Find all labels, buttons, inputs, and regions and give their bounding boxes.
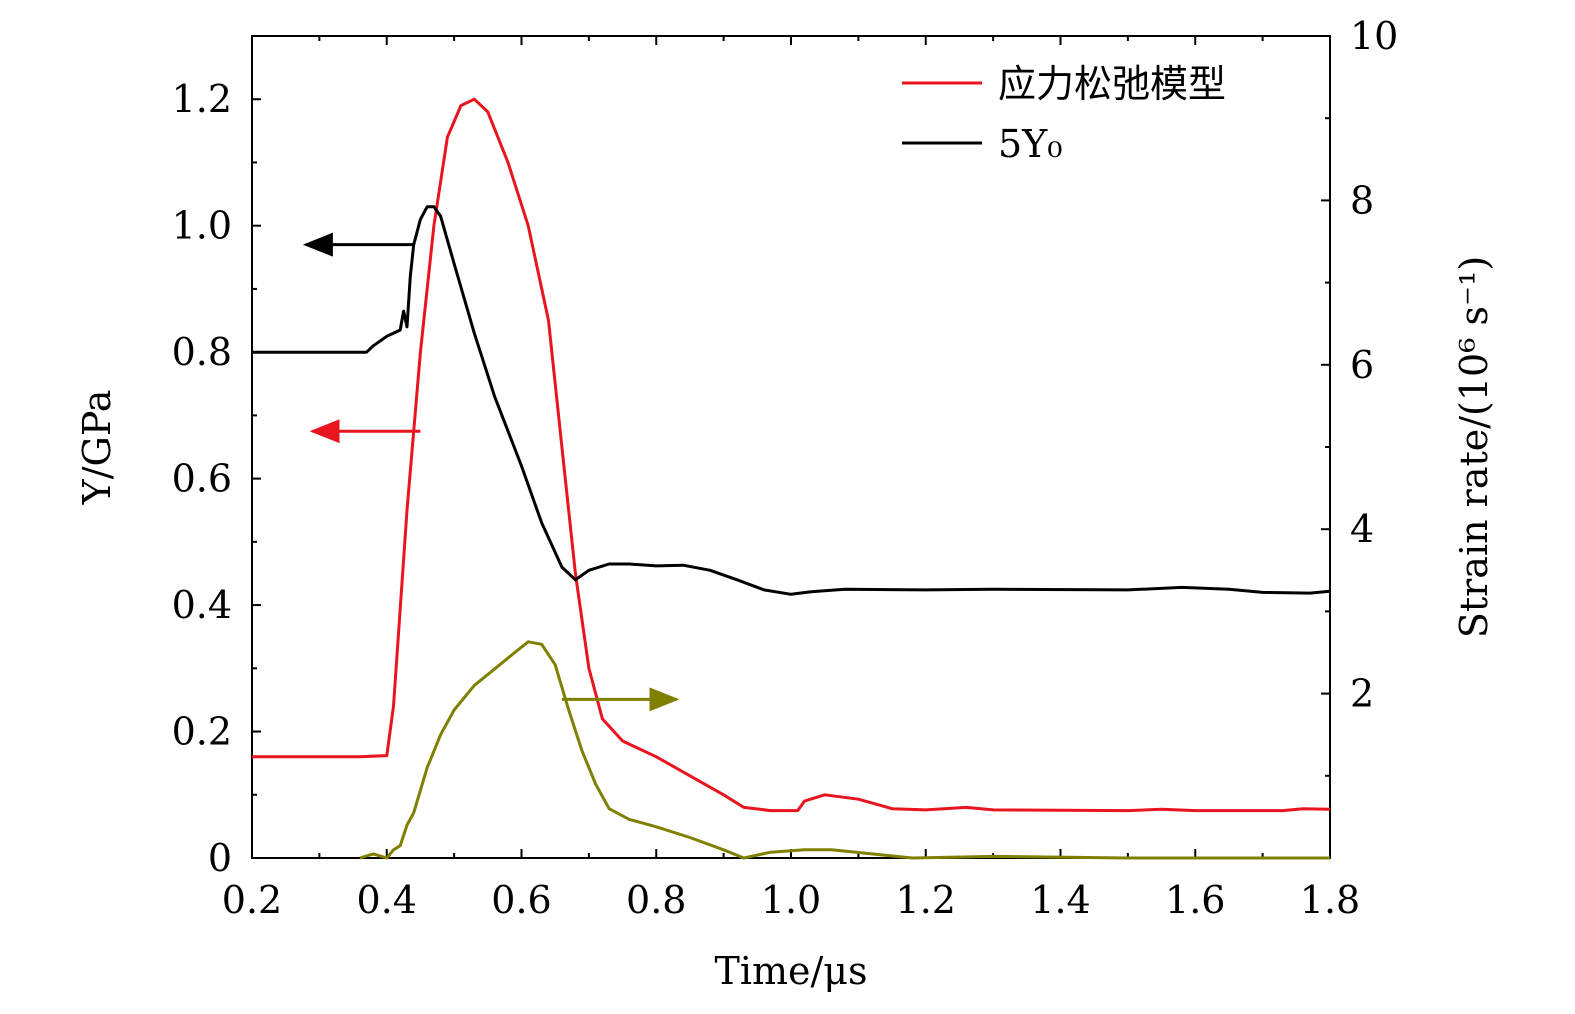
y-left-tick-label: 1.2 <box>172 77 232 121</box>
x-tick-label: 1.6 <box>1165 878 1225 922</box>
y-left-tick-label: 0.6 <box>172 457 232 501</box>
legend: 应力松弛模型 5Y₀ <box>902 62 1226 166</box>
y-right-tick-label: 6 <box>1350 343 1374 387</box>
series-5y0 <box>252 205 1331 596</box>
y-right-tick-label: 4 <box>1350 507 1374 551</box>
y-left-tick-label: 1.0 <box>172 204 232 248</box>
x-tick-label: 0.4 <box>357 878 417 922</box>
y-left-tick-label: 0.8 <box>172 330 232 374</box>
x-tick-label: 0.2 <box>222 878 282 922</box>
y-right-tick-label: 2 <box>1350 672 1374 716</box>
x-tick-label: 1.8 <box>1300 878 1360 922</box>
y-axis-title-left: Y/GPa <box>75 390 119 506</box>
y-axis-title-right: Strain rate/(10⁶ s⁻¹) <box>1452 256 1496 638</box>
y-left-tick-label: 0 <box>208 836 232 880</box>
ticks <box>251 35 1331 859</box>
y-left-tick-label: 0.2 <box>172 710 232 754</box>
x-tick-label: 0.6 <box>491 878 551 922</box>
tick-labels: 0.2 0.4 0.6 0.8 1.0 1.2 1.4 1.6 1.800.20.40.60.8… <box>172 14 1399 922</box>
series-layer <box>252 97 1331 860</box>
x-tick-label: 1.4 <box>1030 878 1090 922</box>
series-relaxation-model <box>252 97 1331 813</box>
y-right-tick-label: 10 <box>1350 14 1398 58</box>
x-tick-label: 0.8 <box>626 878 686 922</box>
y-right-tick-label: 8 <box>1350 178 1374 222</box>
legend-label-relaxation: 应力松弛模型 <box>998 62 1226 106</box>
annotation-layer <box>302 232 680 712</box>
series-strain-rate <box>359 640 1330 860</box>
x-tick-label: 1.0 <box>761 878 821 922</box>
y-left-tick-label: 0.4 <box>172 583 232 627</box>
x-tick-label: 1.2 <box>896 878 956 922</box>
x-axis-title: Time/μs <box>714 949 867 993</box>
legend-label-5y0: 5Y₀ <box>998 122 1063 166</box>
